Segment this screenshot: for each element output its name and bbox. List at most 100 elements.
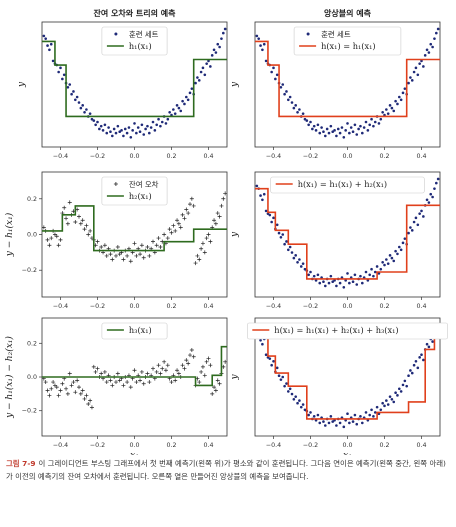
residual-point	[128, 259, 133, 264]
x-tick-label: 0.0	[129, 303, 139, 310]
legend-box	[101, 322, 168, 340]
residual-point	[215, 211, 220, 216]
residual-point	[167, 227, 172, 232]
residual-point	[134, 380, 139, 385]
plot-area	[255, 27, 440, 139]
legend-label: 훈련 세트	[129, 30, 159, 39]
data-point	[103, 123, 107, 127]
data-point	[305, 119, 309, 122]
residual-point	[75, 378, 80, 383]
data-point	[407, 231, 410, 235]
data-point	[294, 395, 298, 398]
data-point	[324, 424, 327, 427]
data-point	[422, 215, 425, 218]
residual-point	[67, 371, 72, 376]
data-point	[409, 226, 412, 229]
data-point	[410, 79, 414, 82]
x-tick-label: −0.2	[90, 442, 105, 449]
data-point	[262, 192, 266, 196]
legend-label: h(x₁) = h₁(x₁) + h₂(x₁) + h₃(x₁)	[274, 325, 398, 335]
residual-point	[173, 228, 178, 233]
residual-point	[62, 205, 67, 210]
data-point	[259, 338, 262, 342]
data-point	[122, 134, 125, 138]
data-point	[262, 42, 266, 46]
data-point	[318, 281, 322, 285]
data-point	[390, 397, 394, 401]
data-point	[373, 120, 377, 124]
residual-point	[99, 371, 104, 376]
residual-point	[54, 385, 59, 390]
data-point	[398, 387, 401, 391]
residual-point	[95, 239, 100, 244]
residual-point	[204, 236, 209, 241]
residual-point	[176, 371, 181, 376]
x-tick-label: 0.4	[203, 303, 213, 310]
residual-point	[99, 245, 104, 249]
residual-point	[82, 227, 87, 232]
residual-point	[73, 220, 78, 224]
data-point	[118, 130, 121, 134]
residual-point	[193, 261, 198, 266]
subplot-bottom-left: −0.4 −0.2 0.0 0.2 0.4 −0.2 0.0 0.2 y − h₁(x₁) − …	[4, 317, 228, 455]
data-point	[386, 403, 390, 406]
data-point	[149, 126, 153, 129]
x-tick-label: 0.4	[416, 303, 426, 310]
residual-point	[176, 221, 181, 226]
y-tick-label: −0.2	[22, 267, 37, 274]
data-point	[303, 117, 307, 121]
data-point	[164, 122, 168, 125]
data-point	[409, 369, 412, 372]
residual-point	[49, 236, 54, 241]
data-point	[287, 390, 290, 393]
residual-point	[86, 232, 91, 237]
y-axis-label: y	[230, 81, 240, 88]
data-point	[222, 31, 225, 35]
plot-area	[255, 323, 440, 429]
residual-point	[212, 218, 217, 223]
x-tick-label: −0.2	[90, 303, 105, 310]
residual-point	[47, 393, 52, 398]
data-point	[385, 399, 388, 402]
data-point	[185, 95, 188, 99]
data-point	[194, 81, 197, 85]
data-point	[346, 272, 349, 275]
data-point	[357, 127, 360, 131]
residual-point	[132, 241, 137, 246]
data-point	[394, 391, 397, 395]
data-point	[155, 123, 158, 127]
residual-point	[165, 236, 170, 241]
data-point	[338, 281, 342, 285]
data-point	[307, 413, 310, 417]
data-point	[351, 280, 355, 284]
residual-point	[186, 361, 191, 366]
data-point	[418, 62, 421, 65]
data-point	[379, 267, 383, 271]
data-point	[381, 401, 384, 405]
residual-point	[45, 237, 50, 242]
data-point	[51, 59, 55, 63]
x-tick-label: 0.2	[379, 303, 389, 310]
data-point	[361, 131, 364, 135]
residual-point	[175, 218, 180, 223]
data-point	[49, 42, 53, 46]
data-point	[392, 400, 396, 404]
residual-point	[162, 359, 167, 364]
residual-point	[80, 218, 85, 223]
data-point	[309, 120, 312, 124]
subplot-top-right: 앙상블의 예측 −0.4 −0.2 0.0 0.2 0.4 y 훈련 세트 h(x₁) = h₁…	[230, 8, 441, 160]
data-point	[351, 420, 355, 423]
data-point	[316, 413, 320, 417]
residual-point	[206, 356, 211, 361]
data-point	[160, 120, 164, 124]
caption-text: 이 그레이디언트 부스팅 그래프에서 첫 번째 예측기(왼쪽 위)가 평소와 같…	[6, 459, 446, 481]
residual-point	[145, 371, 150, 376]
residual-point	[169, 380, 174, 385]
data-point	[44, 37, 47, 40]
data-point	[216, 42, 220, 46]
data-point	[203, 73, 207, 77]
data-point	[288, 95, 292, 99]
data-point	[183, 102, 186, 106]
y-tick-label: 0.0	[27, 374, 37, 381]
data-point	[270, 70, 273, 74]
